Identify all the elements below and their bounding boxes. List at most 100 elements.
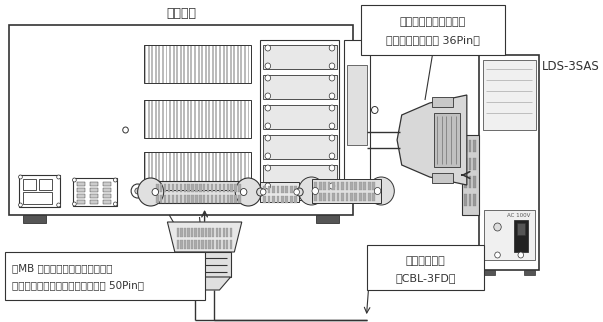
Bar bbox=[201, 100, 203, 138]
Bar bbox=[314, 182, 317, 190]
Bar bbox=[484, 270, 494, 275]
Bar bbox=[180, 184, 182, 192]
Bar bbox=[209, 240, 211, 249]
Bar bbox=[336, 182, 339, 190]
Text: （CBL-3FD）: （CBL-3FD） bbox=[395, 273, 456, 283]
Bar bbox=[260, 40, 339, 200]
Circle shape bbox=[265, 75, 271, 81]
Bar bbox=[103, 188, 111, 192]
Bar bbox=[188, 184, 190, 192]
Bar bbox=[316, 215, 339, 223]
Bar bbox=[432, 97, 453, 107]
Bar bbox=[223, 184, 225, 192]
Bar bbox=[469, 140, 472, 152]
Bar bbox=[162, 45, 164, 83]
Bar bbox=[90, 200, 98, 204]
Bar bbox=[164, 184, 166, 192]
Bar bbox=[514, 220, 528, 252]
Bar bbox=[203, 184, 206, 192]
Bar bbox=[188, 195, 190, 203]
Bar bbox=[24, 215, 46, 223]
Circle shape bbox=[265, 105, 271, 111]
Bar bbox=[268, 186, 270, 193]
Bar bbox=[169, 152, 171, 190]
Circle shape bbox=[265, 63, 271, 69]
Bar bbox=[172, 195, 174, 203]
Bar bbox=[230, 228, 232, 237]
Polygon shape bbox=[178, 277, 230, 290]
Bar bbox=[188, 228, 189, 237]
Text: 信号ケーブルコネクタ: 信号ケーブルコネクタ bbox=[400, 17, 466, 27]
Bar bbox=[198, 100, 200, 138]
Bar bbox=[346, 182, 349, 190]
Bar bbox=[219, 100, 221, 138]
Bar bbox=[180, 228, 183, 237]
Text: LDS-3SAS: LDS-3SAS bbox=[542, 60, 600, 73]
Circle shape bbox=[312, 187, 318, 194]
Bar bbox=[191, 184, 194, 192]
Circle shape bbox=[374, 187, 381, 194]
Bar bbox=[205, 45, 207, 83]
Bar bbox=[233, 152, 235, 190]
Bar bbox=[77, 188, 84, 192]
Circle shape bbox=[57, 175, 60, 179]
Circle shape bbox=[329, 45, 335, 51]
Bar bbox=[183, 152, 185, 190]
Bar bbox=[191, 100, 192, 138]
Bar bbox=[144, 100, 146, 138]
Bar bbox=[223, 240, 225, 249]
Polygon shape bbox=[151, 181, 248, 203]
Bar bbox=[172, 100, 175, 138]
Bar bbox=[244, 45, 246, 83]
Bar bbox=[191, 195, 194, 203]
Bar bbox=[263, 196, 266, 203]
Bar bbox=[180, 240, 183, 249]
Circle shape bbox=[518, 252, 523, 258]
Circle shape bbox=[57, 203, 60, 207]
Bar bbox=[9, 25, 353, 215]
Bar bbox=[180, 152, 182, 190]
Bar bbox=[198, 45, 200, 83]
Bar bbox=[159, 152, 160, 190]
Bar bbox=[184, 240, 186, 249]
Bar bbox=[209, 228, 211, 237]
Bar bbox=[332, 193, 335, 201]
Bar bbox=[156, 195, 159, 203]
Bar bbox=[247, 152, 250, 190]
Bar bbox=[336, 193, 339, 201]
Bar bbox=[294, 196, 297, 203]
Bar bbox=[77, 200, 84, 204]
Circle shape bbox=[19, 203, 22, 207]
Bar bbox=[208, 100, 210, 138]
Bar bbox=[155, 45, 157, 83]
Bar bbox=[172, 152, 175, 190]
Bar bbox=[159, 45, 160, 83]
Bar bbox=[194, 45, 196, 83]
Bar bbox=[183, 100, 185, 138]
Bar bbox=[177, 240, 179, 249]
Bar bbox=[226, 45, 228, 83]
Bar bbox=[237, 152, 239, 190]
Circle shape bbox=[131, 184, 144, 198]
Bar bbox=[24, 192, 52, 204]
Bar bbox=[207, 195, 209, 203]
Bar bbox=[355, 193, 358, 201]
Bar bbox=[226, 240, 229, 249]
Bar bbox=[235, 195, 236, 203]
Bar bbox=[175, 195, 178, 203]
Bar bbox=[212, 228, 214, 237]
Bar bbox=[175, 184, 178, 192]
Bar bbox=[215, 152, 218, 190]
Bar bbox=[144, 152, 146, 190]
Bar bbox=[332, 182, 335, 190]
Bar bbox=[355, 182, 358, 190]
Bar bbox=[19, 175, 60, 207]
Bar bbox=[212, 240, 214, 249]
Circle shape bbox=[494, 252, 500, 258]
Bar bbox=[432, 173, 453, 183]
Bar bbox=[212, 100, 214, 138]
Bar bbox=[201, 240, 204, 249]
Bar bbox=[183, 184, 186, 192]
Bar bbox=[268, 196, 270, 203]
Bar bbox=[272, 186, 275, 193]
